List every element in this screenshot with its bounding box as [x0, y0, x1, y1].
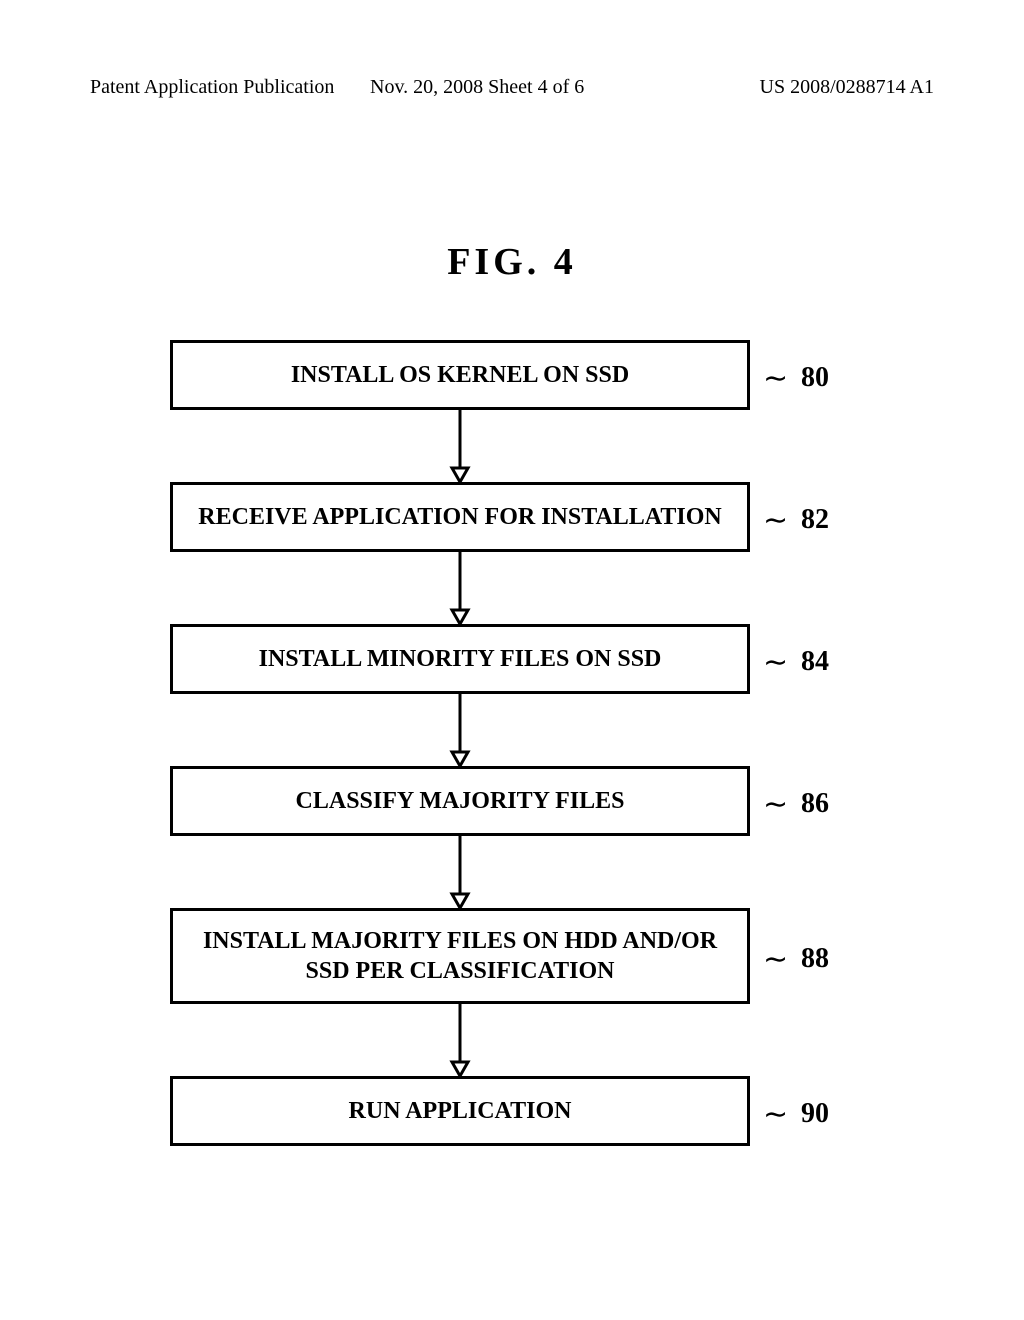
- flow-step: RUN APPLICATION∼90: [170, 1076, 750, 1146]
- label-connector: ∼: [763, 502, 788, 540]
- flow-step-text: INSTALL MINORITY FILES ON SSD: [259, 644, 662, 674]
- page: Patent Application Publication Nov. 20, …: [0, 0, 1024, 1320]
- flow-arrow: [170, 1004, 750, 1076]
- flow-arrow: [170, 694, 750, 766]
- flow-arrow: [170, 410, 750, 482]
- figure-title: FIG. 4: [0, 240, 1024, 284]
- label-connector: ∼: [763, 941, 788, 979]
- flow-step-label: 84: [801, 644, 829, 679]
- flow-step-label: 80: [801, 360, 829, 395]
- flow-step-label: 88: [801, 941, 829, 976]
- flow-step: INSTALL MINORITY FILES ON SSD∼84: [170, 624, 750, 694]
- flow-step-text: INSTALL OS KERNEL ON SSD: [291, 360, 629, 390]
- flow-step-text: RUN APPLICATION: [349, 1096, 572, 1126]
- label-connector: ∼: [763, 1096, 788, 1134]
- label-connector: ∼: [763, 786, 788, 824]
- flow-step: CLASSIFY MAJORITY FILES∼86: [170, 766, 750, 836]
- label-connector: ∼: [763, 644, 788, 682]
- flow-arrow: [170, 552, 750, 624]
- flow-step-text: CLASSIFY MAJORITY FILES: [296, 786, 625, 816]
- header-date-sheet: Nov. 20, 2008 Sheet 4 of 6: [370, 76, 584, 99]
- flow-step-text: INSTALL MAJORITY FILES ON HDD AND/ORSSD …: [203, 926, 717, 986]
- label-connector: ∼: [763, 360, 788, 398]
- flow-step: INSTALL OS KERNEL ON SSD∼80: [170, 340, 750, 410]
- flow-step-text: RECEIVE APPLICATION FOR INSTALLATION: [198, 502, 721, 532]
- flow-step-label: 90: [801, 1096, 829, 1131]
- header-publication-type: Patent Application Publication: [90, 76, 334, 99]
- flow-step: RECEIVE APPLICATION FOR INSTALLATION∼82: [170, 482, 750, 552]
- flow-step-label: 82: [801, 502, 829, 537]
- flow-arrow: [170, 836, 750, 908]
- flow-step: INSTALL MAJORITY FILES ON HDD AND/ORSSD …: [170, 908, 750, 1004]
- flow-step-label: 86: [801, 786, 829, 821]
- header-publication-number: US 2008/0288714 A1: [760, 76, 934, 99]
- flowchart: INSTALL OS KERNEL ON SSD∼80 RECEIVE APPL…: [170, 340, 750, 1146]
